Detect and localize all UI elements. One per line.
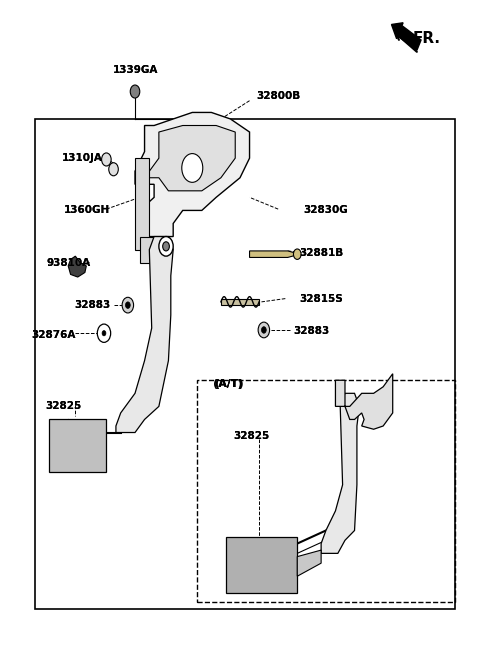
Polygon shape	[250, 251, 300, 257]
Polygon shape	[140, 237, 168, 262]
Text: (A/T): (A/T)	[213, 379, 243, 388]
FancyArrow shape	[392, 23, 421, 51]
Text: 32881B: 32881B	[299, 248, 343, 258]
Text: 32883: 32883	[74, 300, 110, 310]
Circle shape	[293, 249, 301, 259]
Text: 32883: 32883	[293, 326, 330, 337]
Text: 1310JA: 1310JA	[62, 153, 103, 163]
Text: 32825: 32825	[234, 431, 270, 441]
Circle shape	[182, 154, 203, 182]
Text: 1360GH: 1360GH	[64, 205, 110, 215]
Text: (A/T): (A/T)	[214, 379, 242, 388]
Text: 32830G: 32830G	[303, 205, 348, 215]
Text: 32815S: 32815S	[299, 294, 343, 304]
Circle shape	[97, 324, 111, 342]
Circle shape	[102, 331, 106, 336]
Text: 32883: 32883	[293, 326, 330, 337]
Circle shape	[258, 322, 270, 338]
Text: 93810A: 93810A	[46, 258, 90, 268]
Polygon shape	[226, 537, 297, 592]
Circle shape	[109, 163, 118, 176]
Circle shape	[163, 242, 169, 251]
Text: 32876A: 32876A	[32, 329, 76, 340]
Polygon shape	[135, 158, 149, 250]
Text: 1339GA: 1339GA	[112, 65, 158, 75]
Text: FR.: FR.	[412, 31, 441, 46]
Text: 32876A: 32876A	[32, 329, 76, 340]
Text: 32825: 32825	[234, 431, 270, 441]
Text: 32883: 32883	[74, 300, 110, 310]
Text: 1310JA: 1310JA	[62, 153, 103, 163]
Polygon shape	[49, 419, 107, 472]
Text: (A/T): (A/T)	[214, 379, 242, 388]
Text: 32881B: 32881B	[299, 248, 343, 258]
Polygon shape	[321, 394, 360, 554]
Text: 32815S: 32815S	[299, 294, 343, 304]
Circle shape	[125, 302, 130, 308]
Text: 32825: 32825	[45, 401, 82, 411]
Polygon shape	[149, 125, 235, 191]
Circle shape	[102, 153, 111, 166]
Circle shape	[122, 297, 133, 313]
Polygon shape	[221, 298, 259, 305]
Text: 32825: 32825	[45, 401, 82, 411]
Polygon shape	[297, 550, 321, 576]
Text: 1360GH: 1360GH	[64, 205, 110, 215]
Circle shape	[130, 85, 140, 98]
Text: 1339GA: 1339GA	[112, 65, 158, 75]
Text: 32800B: 32800B	[256, 91, 300, 101]
Polygon shape	[336, 374, 393, 429]
Circle shape	[159, 237, 173, 256]
Circle shape	[262, 327, 266, 333]
Text: 93810A: 93810A	[46, 258, 90, 268]
Polygon shape	[116, 237, 173, 432]
Text: 32800B: 32800B	[256, 91, 300, 101]
Text: 32830G: 32830G	[303, 205, 348, 215]
Polygon shape	[135, 112, 250, 237]
Polygon shape	[68, 256, 86, 277]
